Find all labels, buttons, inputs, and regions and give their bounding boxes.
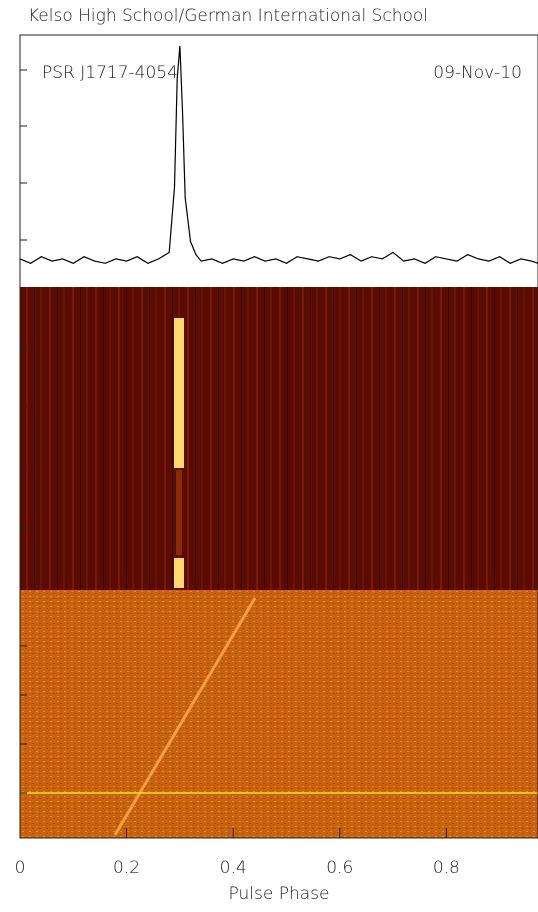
- subint-texture: [20, 287, 538, 590]
- x-tick-label: 0.2: [113, 858, 140, 878]
- x-tick-label: 0.4: [220, 858, 247, 878]
- source-name: PSR J1717-4054: [42, 63, 178, 83]
- x-tick-label: 0.8: [433, 858, 460, 878]
- pulse-stripe: [174, 318, 184, 468]
- x-tick-label: 0.6: [326, 858, 353, 878]
- pulse-stripe-faint: [176, 470, 182, 555]
- chart: Kelso High School/German International S…: [0, 0, 538, 908]
- freq-texture: [20, 590, 538, 838]
- chart-title: Kelso High School/German International S…: [28, 6, 428, 26]
- pulse-stripe: [174, 558, 184, 588]
- x-tick-label: 0: [15, 858, 26, 878]
- x-axis-label: Pulse Phase: [229, 884, 330, 904]
- obs-date: 09-Nov-10: [433, 63, 522, 83]
